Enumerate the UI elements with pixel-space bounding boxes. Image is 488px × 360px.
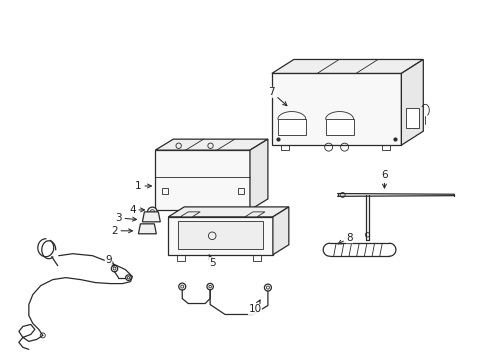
- Polygon shape: [249, 139, 267, 210]
- Text: 8: 8: [337, 233, 352, 244]
- Text: 1: 1: [135, 181, 151, 191]
- Polygon shape: [180, 212, 200, 217]
- Polygon shape: [138, 224, 156, 234]
- Polygon shape: [168, 207, 288, 217]
- Polygon shape: [155, 150, 249, 210]
- Polygon shape: [277, 119, 305, 135]
- Text: 4: 4: [129, 205, 144, 215]
- Polygon shape: [272, 207, 288, 255]
- Polygon shape: [168, 217, 272, 255]
- Text: 7: 7: [268, 87, 286, 105]
- Polygon shape: [244, 212, 264, 217]
- Text: 6: 6: [380, 170, 387, 188]
- Bar: [238, 189, 243, 194]
- Polygon shape: [325, 119, 353, 135]
- Circle shape: [147, 207, 157, 217]
- Text: 10: 10: [248, 300, 261, 315]
- Text: 3: 3: [115, 213, 136, 223]
- Bar: [178, 221, 263, 249]
- Text: 9: 9: [105, 255, 114, 266]
- Polygon shape: [271, 73, 401, 145]
- Polygon shape: [271, 59, 423, 73]
- Polygon shape: [406, 108, 418, 128]
- Text: 2: 2: [111, 226, 132, 236]
- Text: 5: 5: [208, 255, 215, 268]
- Polygon shape: [142, 212, 160, 222]
- Polygon shape: [401, 59, 423, 145]
- Bar: [162, 189, 167, 194]
- Polygon shape: [155, 139, 267, 150]
